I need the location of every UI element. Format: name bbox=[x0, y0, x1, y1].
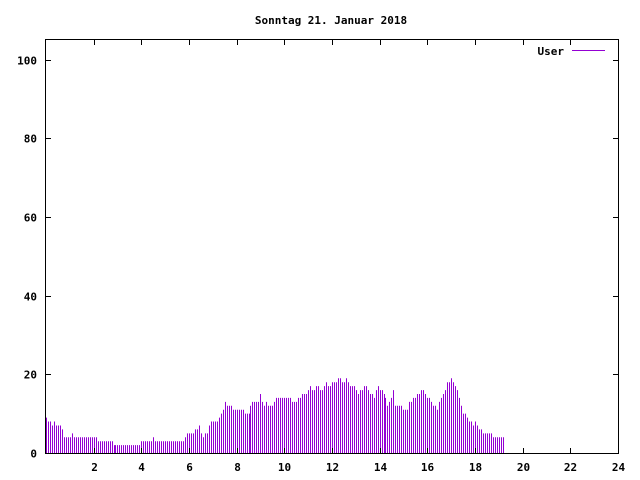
legend: User bbox=[538, 45, 605, 58]
y-tick-label: 40 bbox=[24, 291, 37, 304]
plot-frame bbox=[45, 39, 619, 454]
x-tick-label: 24 bbox=[612, 461, 626, 474]
x-tick-label: 12 bbox=[326, 461, 339, 474]
y-tick-label: 20 bbox=[24, 369, 37, 382]
chart-title: Sonntag 21. Januar 2018 bbox=[255, 14, 407, 27]
bar-series bbox=[46, 378, 504, 453]
x-tick-label: 22 bbox=[564, 461, 577, 474]
x-axis: 2 4 6 8 10 12 14 16 18 20 22 24 bbox=[91, 40, 625, 474]
x-tick-label: 6 bbox=[186, 461, 193, 474]
legend-label: User bbox=[538, 45, 565, 58]
x-tick-label: 8 bbox=[234, 461, 241, 474]
x-tick-label: 4 bbox=[138, 461, 145, 474]
x-tick-label: 10 bbox=[278, 461, 291, 474]
x-tick-label: 20 bbox=[517, 461, 530, 474]
y-tick-label: 100 bbox=[17, 55, 37, 68]
y-axis: 0 20 40 60 80 100 bbox=[17, 55, 618, 461]
y-tick-label: 60 bbox=[24, 212, 37, 225]
x-tick-label: 14 bbox=[374, 461, 388, 474]
y-tick-label: 80 bbox=[24, 133, 37, 146]
x-tick-label: 2 bbox=[91, 461, 98, 474]
x-tick-label: 16 bbox=[421, 461, 435, 474]
y-tick-label: 0 bbox=[30, 448, 37, 461]
x-tick-label: 18 bbox=[469, 461, 482, 474]
